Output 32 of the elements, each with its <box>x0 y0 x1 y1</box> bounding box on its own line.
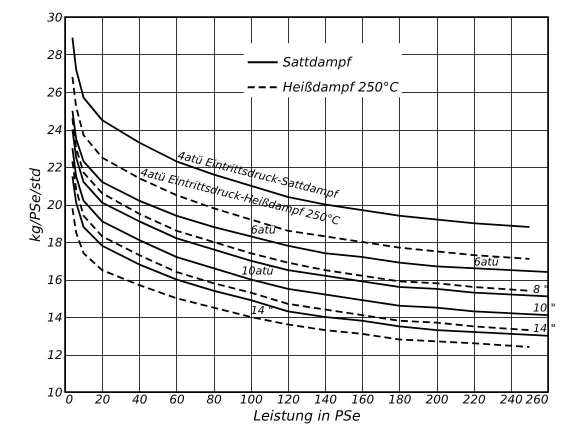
legend-label: Heißdampf 250°C <box>282 80 400 96</box>
annotation: 10 " <box>533 302 556 315</box>
annotation: 14 " <box>533 322 556 336</box>
x-tick-label: 260 <box>526 392 549 406</box>
x-tick-label: 240 <box>500 392 524 406</box>
annotation: 8 " <box>533 282 549 296</box>
y-tick-label: 16 <box>47 273 63 287</box>
y-tick-label: 28 <box>47 48 63 62</box>
y-tick-label: 26 <box>47 86 63 100</box>
x-tick-label: 200 <box>426 392 449 406</box>
x-tick-label: 120 <box>276 392 300 406</box>
y-tick-label: 10 <box>47 386 63 400</box>
y-axis-title: kg/PSe/std <box>28 168 44 242</box>
x-tick-label: 140 <box>314 392 338 406</box>
y-tick-label: 24 <box>47 123 62 137</box>
x-tick-label: 220 <box>462 392 486 406</box>
x-tick-label: 60 <box>169 392 185 406</box>
y-tick-label: 12 <box>47 348 62 362</box>
x-tick-label: 20 <box>95 392 111 406</box>
x-tick-label: 80 <box>206 392 222 406</box>
x-tick-label: 100 <box>240 392 264 406</box>
y-tick-label: 18 <box>47 236 63 250</box>
x-tick-label: 160 <box>351 392 375 406</box>
legend-label: Sattdampf <box>282 55 354 70</box>
x-tick-label: 180 <box>388 392 412 406</box>
x-tick-label: 40 <box>132 392 148 406</box>
y-tick-label: 30 <box>47 10 63 24</box>
x-tick-label: 0 <box>66 392 74 406</box>
x-axis-title: Leistung in PSe <box>253 408 361 424</box>
y-tick-label: 22 <box>47 160 62 174</box>
y-tick-label: 14 <box>47 310 62 324</box>
y-tick-label: 20 <box>47 198 63 212</box>
